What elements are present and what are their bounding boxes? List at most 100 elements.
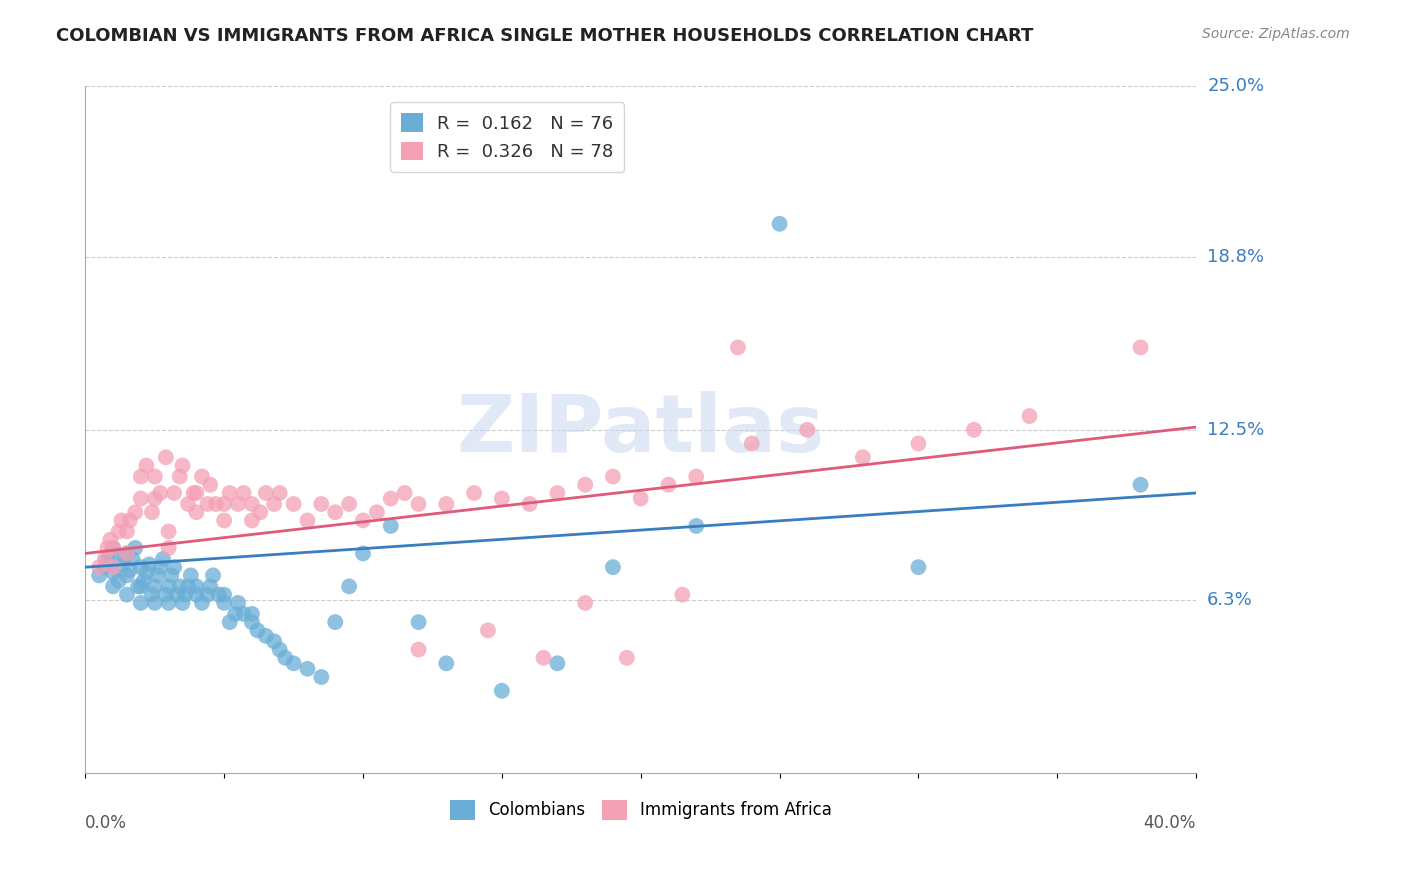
Point xyxy=(169,469,191,483)
Point xyxy=(118,563,141,577)
Point xyxy=(263,497,285,511)
Point xyxy=(129,560,152,574)
Point xyxy=(129,596,152,610)
Point xyxy=(249,505,271,519)
Point xyxy=(463,486,485,500)
Point xyxy=(143,469,166,483)
Point xyxy=(408,642,430,657)
Point xyxy=(546,486,568,500)
Point xyxy=(166,588,188,602)
Point xyxy=(186,486,208,500)
Point xyxy=(323,505,346,519)
Point xyxy=(630,491,652,506)
Point xyxy=(297,662,319,676)
Point xyxy=(115,546,138,560)
Point xyxy=(112,549,135,564)
Point xyxy=(129,579,152,593)
Point xyxy=(204,497,226,511)
Point xyxy=(93,560,115,574)
Point xyxy=(297,513,319,527)
Point xyxy=(907,560,929,574)
Text: 12.5%: 12.5% xyxy=(1208,421,1264,439)
Point xyxy=(138,558,160,572)
Point xyxy=(115,568,138,582)
Point xyxy=(671,588,693,602)
Point xyxy=(533,650,555,665)
Point xyxy=(394,486,416,500)
Point xyxy=(380,519,402,533)
Point xyxy=(132,574,155,588)
Point xyxy=(283,497,305,511)
Point xyxy=(177,497,200,511)
Point xyxy=(115,546,138,560)
Point xyxy=(246,624,269,638)
Point xyxy=(101,541,124,555)
Point xyxy=(727,340,749,354)
Point xyxy=(323,615,346,629)
Point xyxy=(254,486,277,500)
Point xyxy=(366,505,388,519)
Point xyxy=(1129,477,1152,491)
Point xyxy=(602,469,624,483)
Point xyxy=(101,541,124,555)
Point xyxy=(186,505,208,519)
Point xyxy=(172,596,194,610)
Point xyxy=(157,596,180,610)
Point xyxy=(118,513,141,527)
Point xyxy=(212,513,235,527)
Point xyxy=(240,607,263,621)
Point xyxy=(124,541,146,555)
Point xyxy=(337,579,360,593)
Point xyxy=(157,524,180,539)
Point xyxy=(98,533,121,547)
Point xyxy=(177,579,200,593)
Point xyxy=(240,615,263,629)
Point xyxy=(96,541,118,555)
Point xyxy=(434,497,457,511)
Point xyxy=(212,596,235,610)
Point xyxy=(149,486,172,500)
Point xyxy=(169,579,191,593)
Point xyxy=(491,683,513,698)
Text: Source: ZipAtlas.com: Source: ZipAtlas.com xyxy=(1202,27,1350,41)
Point xyxy=(283,657,305,671)
Point xyxy=(352,546,374,560)
Point xyxy=(115,524,138,539)
Point xyxy=(434,657,457,671)
Point xyxy=(269,486,291,500)
Point xyxy=(200,477,222,491)
Point xyxy=(135,458,157,473)
Point xyxy=(146,568,169,582)
Point xyxy=(232,607,254,621)
Point xyxy=(101,579,124,593)
Point xyxy=(768,217,790,231)
Point xyxy=(218,615,240,629)
Point xyxy=(546,657,568,671)
Point xyxy=(143,491,166,506)
Point xyxy=(519,497,541,511)
Point xyxy=(89,560,111,574)
Point xyxy=(1129,340,1152,354)
Point xyxy=(163,486,186,500)
Point xyxy=(121,552,143,566)
Point xyxy=(93,552,115,566)
Point xyxy=(274,650,297,665)
Point xyxy=(491,491,513,506)
Point xyxy=(98,546,121,560)
Point xyxy=(226,596,249,610)
Point xyxy=(602,560,624,574)
Point xyxy=(174,588,197,602)
Point xyxy=(135,566,157,580)
Legend: Colombians, Immigrants from Africa: Colombians, Immigrants from Africa xyxy=(443,793,838,827)
Point xyxy=(197,588,219,602)
Point xyxy=(269,642,291,657)
Point xyxy=(616,650,638,665)
Point xyxy=(152,552,174,566)
Point xyxy=(143,579,166,593)
Point xyxy=(574,477,596,491)
Point xyxy=(477,624,499,638)
Text: 0.0%: 0.0% xyxy=(86,814,127,832)
Text: 25.0%: 25.0% xyxy=(1208,78,1264,95)
Point xyxy=(240,497,263,511)
Point xyxy=(741,436,763,450)
